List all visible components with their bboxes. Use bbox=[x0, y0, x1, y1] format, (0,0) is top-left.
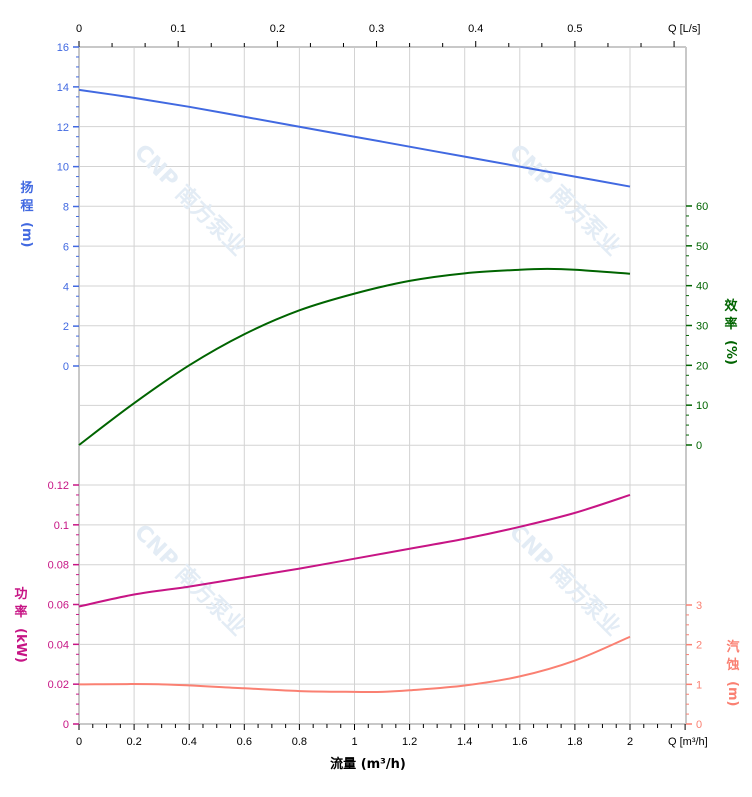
x-axis-title: 流量 (m³/h) bbox=[330, 756, 406, 772]
watermark-logo: CNP 南方泵业 bbox=[129, 139, 251, 261]
x-top-tick-label: 0.4 bbox=[468, 23, 483, 35]
axes: 0 0.2 0.4 0.6 0.8 1 1.2 1.4 1.6 1.8 20 0.1 0.2 0.3 0.4… bbox=[13, 23, 740, 748]
head-axis-unit: (m) bbox=[19, 222, 34, 247]
power-tick-label: 0.08 bbox=[48, 560, 69, 572]
x-top-tick-label: 0.1 bbox=[171, 23, 186, 35]
x-tick-label: 0.6 bbox=[237, 736, 252, 748]
power-tick-label: 0.12 bbox=[48, 480, 69, 492]
efficiency-tick-label: 30 bbox=[696, 321, 708, 333]
npsh-axis-title-char: 汽 bbox=[726, 639, 739, 655]
x-tick-label: 1.4 bbox=[457, 736, 472, 748]
efficiency-tick-label: 50 bbox=[696, 241, 708, 253]
x-top-tick-label: 0 bbox=[76, 23, 82, 35]
power-curve bbox=[78, 494, 631, 608]
x-top-tick-label: 0.3 bbox=[369, 23, 384, 35]
power-axis-title-char: 率 bbox=[14, 604, 27, 620]
efficiency-axis-title-char: 率 bbox=[724, 316, 737, 332]
head-tick-label: 2 bbox=[63, 321, 69, 333]
head-tick-label: 12 bbox=[57, 122, 69, 134]
x-unit-bottom: Q [m³/h] bbox=[668, 736, 708, 748]
power-axis-unit: (kW) bbox=[13, 628, 28, 663]
head-axis-title-char: 程 bbox=[20, 199, 33, 214]
head-tick-label: 10 bbox=[57, 162, 69, 174]
x-tick-label: 1 bbox=[351, 736, 357, 748]
npsh-tick-label: 1 bbox=[696, 679, 702, 691]
head-tick-label: 4 bbox=[63, 281, 69, 293]
x-tick-label: 1.8 bbox=[567, 736, 582, 748]
head-axis-title-char: 扬 bbox=[20, 180, 33, 196]
power-tick-label: 0 bbox=[63, 719, 69, 731]
npsh-curve bbox=[78, 635, 631, 694]
efficiency-tick-label: 40 bbox=[696, 281, 708, 293]
npsh-axis-title-char: 蚀 bbox=[725, 657, 739, 673]
power-axis-title-char: 功 bbox=[14, 587, 27, 602]
power-tick-label: 0.1 bbox=[54, 520, 69, 532]
efficiency-axis-unit: (%) bbox=[723, 340, 738, 365]
efficiency-tick-label: 0 bbox=[696, 440, 702, 452]
npsh-tick-label: 0 bbox=[696, 719, 702, 731]
head-tick-label: 0 bbox=[63, 361, 69, 373]
npsh-tick-label: 3 bbox=[696, 600, 702, 612]
curves bbox=[78, 88, 631, 694]
efficiency-tick-label: 10 bbox=[696, 400, 708, 412]
efficiency-curve bbox=[78, 267, 631, 446]
x-tick-label: 0.4 bbox=[182, 736, 197, 748]
head-tick-label: 6 bbox=[63, 241, 69, 253]
watermark-logo: CNP 南方泵业 bbox=[504, 139, 626, 261]
x-tick-label: 0.2 bbox=[126, 736, 141, 748]
x-tick-label: 0 bbox=[76, 736, 82, 748]
x-top-tick-label: 0.2 bbox=[270, 23, 285, 35]
efficiency-tick-label: 20 bbox=[696, 360, 708, 372]
x-tick-label: 2 bbox=[627, 736, 633, 748]
power-tick-label: 0.02 bbox=[48, 679, 69, 691]
head-tick-label: 16 bbox=[57, 42, 69, 54]
power-tick-label: 0.04 bbox=[48, 639, 69, 651]
power-tick-label: 0.06 bbox=[48, 600, 69, 612]
x-unit-top: Q [L/s] bbox=[668, 23, 700, 35]
grid bbox=[79, 47, 686, 725]
head-curve bbox=[78, 88, 631, 188]
npsh-axis-unit: (m) bbox=[725, 681, 740, 706]
x-tick-label: 0.8 bbox=[292, 736, 307, 748]
x-top-tick-label: 0.5 bbox=[567, 23, 582, 35]
head-tick-label: 8 bbox=[63, 202, 69, 214]
efficiency-axis-title-char: 效 bbox=[724, 298, 738, 314]
efficiency-tick-label: 60 bbox=[696, 201, 708, 213]
npsh-tick-label: 2 bbox=[696, 640, 702, 652]
x-tick-label: 1.2 bbox=[402, 736, 417, 748]
head-tick-label: 14 bbox=[57, 82, 69, 94]
x-tick-label: 1.6 bbox=[512, 736, 527, 748]
watermark-logo: CNP 南方泵业 bbox=[504, 519, 626, 641]
